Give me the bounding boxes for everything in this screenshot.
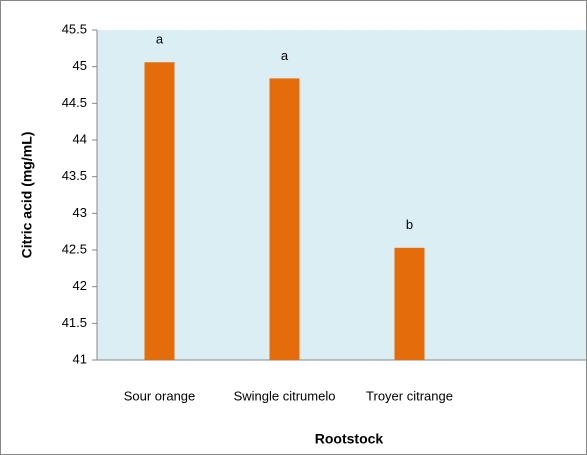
bar-annotation: a: [281, 48, 289, 63]
bar: [144, 62, 175, 361]
y-tick-label: 43.5: [62, 168, 87, 183]
bar-annotation: a: [156, 32, 164, 47]
y-tick-label: 42.5: [62, 241, 87, 256]
plot-area: [97, 30, 586, 360]
x-axis-title: Rootstock: [315, 431, 384, 447]
y-axis-title: Citric acid (mg/mL): [19, 132, 35, 259]
y-tick-label: 41: [73, 351, 87, 366]
y-tick-label: 42: [73, 278, 87, 293]
y-tick-label: 45.5: [62, 21, 87, 36]
x-tick-label: Troyer citrange: [366, 388, 453, 403]
y-tick-label: 41.5: [62, 315, 87, 330]
bar-annotation: b: [406, 217, 413, 232]
y-tick-label: 44.5: [62, 95, 87, 110]
x-tick-label: Swingle citrumelo: [234, 388, 336, 403]
y-tick-label: 45: [73, 58, 87, 73]
y-tick-label: 44: [73, 131, 87, 146]
bar: [269, 78, 300, 361]
bar: [394, 247, 425, 360]
x-tick-label: Sour orange: [124, 388, 196, 403]
y-tick-label: 43: [73, 205, 87, 220]
